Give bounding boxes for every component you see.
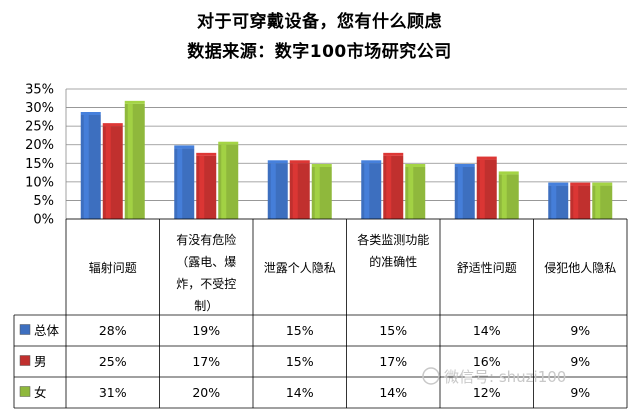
data-label: 17% [379,354,407,369]
category-label: 的准确性 [369,254,417,269]
y-tick-label: 35% [25,83,54,98]
y-tick-label: 0% [33,213,54,228]
category-label: 炸，不受控 [176,277,236,291]
data-label: 15% [286,354,314,369]
bar-highlight [573,185,579,219]
legend-key-总体 [19,324,31,335]
wechat-icon [422,367,440,385]
data-label: 28% [99,323,127,338]
chart-title: 对于可穿戴设备，您有什么顾虑 [197,12,442,32]
bar-top [80,112,101,115]
bar-highlight [479,159,485,219]
bar-top [383,152,404,156]
bar-top [548,182,569,186]
category-label: 泄露个人隐私 [264,261,336,275]
data-label: 15% [286,323,314,338]
legend-label: 男 [34,354,47,369]
data-label: 20% [192,385,220,400]
data-label: 9% [570,354,590,369]
bar-highlight [551,185,557,219]
bar-top [570,182,591,186]
bar-highlight [270,163,276,219]
data-label: 14% [286,385,314,400]
bar-highlight [221,144,227,219]
bar-top [196,152,217,156]
category-label: 舒适性问题 [457,261,517,275]
bar-highlight [408,167,414,219]
bar-top [361,160,382,164]
bar-highlight [364,163,370,219]
bar-top [102,123,123,127]
bar-top [311,164,332,167]
data-label: 31% [99,385,127,400]
bar-highlight [105,126,111,219]
bar-top [289,160,310,164]
bar-highlight [457,167,463,219]
category-label: （露电、爆 [176,255,236,269]
data-label: 12% [473,385,501,400]
data-label: 9% [570,385,590,400]
data-label: 14% [379,385,407,400]
data-label: 25% [99,354,127,369]
legend-label: 总体 [34,323,60,338]
bar-highlight [595,185,601,219]
bar-highlight [314,167,320,219]
bar-top [592,182,613,186]
category-label: 有没有危险 [176,232,236,247]
bar-top [124,100,145,104]
bar-highlight [177,148,183,219]
bar-top [476,156,497,160]
watermark: 微信号: shuzi100 [444,368,566,386]
bar-highlight [501,174,507,219]
bar-highlight [83,115,89,219]
bar-top [218,141,239,145]
category-label: 侵犯他人隐私 [544,260,616,275]
chart-subtitle: 数据来源：数字100市场研究公司 [187,42,452,62]
y-tick-label: 30% [25,101,54,116]
legend-key-女 [19,386,31,397]
bar-top [454,164,475,167]
y-tick-label: 5% [33,194,54,209]
y-tick-label: 10% [25,175,54,190]
bar-highlight [386,155,392,219]
legend-key-男 [19,355,31,366]
bar-highlight [292,163,298,219]
data-label: 9% [570,323,590,338]
y-tick-label: 20% [25,138,54,153]
bar-highlight [199,155,205,219]
category-label: 辐射问题 [89,260,137,275]
bar-top [174,145,195,149]
data-label: 19% [192,323,220,338]
data-label: 15% [379,323,407,338]
category-label: 制） [194,299,218,313]
data-label: 17% [192,354,220,369]
bar-top [405,164,426,167]
bar-top [498,171,519,175]
data-label: 14% [473,323,501,338]
bar-top [267,160,288,164]
y-tick-label: 25% [25,120,54,135]
y-tick-label: 15% [25,157,54,172]
data-label: 16% [473,354,501,369]
category-label: 各类监测功能 [357,232,429,247]
legend-label: 女 [34,385,47,400]
bar-highlight [127,103,133,219]
